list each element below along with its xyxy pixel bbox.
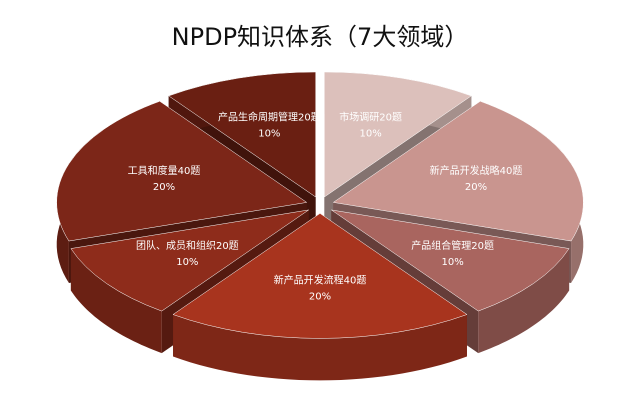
slice-top <box>332 100 584 242</box>
slice-value-label: 20% <box>465 182 487 193</box>
slice-top <box>324 71 472 198</box>
slice-wall <box>70 248 162 354</box>
slice: 新产品开发流程40题 20% <box>172 213 468 381</box>
slice-top <box>172 213 468 339</box>
slice-value-label: 20% <box>153 182 175 193</box>
slice-label: 产品生命周期管理20题 <box>218 111 321 124</box>
slice-value-label: 20% <box>309 291 331 302</box>
chart-title: NPDP知识体系（7大领域） <box>172 23 469 51</box>
slice-label: 团队、成员和组织20题 <box>136 239 239 252</box>
slice-label: 产品组合管理20题 <box>411 239 494 252</box>
slice-top <box>56 100 308 242</box>
slice-wall <box>478 248 570 354</box>
slice-wall <box>173 314 467 381</box>
slice-value-label: 10% <box>258 129 280 140</box>
slice-top <box>168 71 316 198</box>
slice-top <box>331 209 570 312</box>
slice-label: 工具和度量40题 <box>128 164 201 177</box>
slice-top <box>70 209 309 312</box>
slice-label: 新产品开发流程40题 <box>274 273 367 286</box>
slice-label: 新产品开发战略40题 <box>430 164 523 177</box>
slice-value-label: 10% <box>360 129 382 140</box>
slice-label: 市场调研20题 <box>339 111 402 124</box>
slice-value-label: 10% <box>442 257 464 268</box>
slice-value-label: 10% <box>176 257 198 268</box>
